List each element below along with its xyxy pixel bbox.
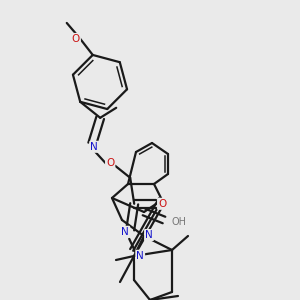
Text: N: N	[121, 227, 129, 237]
Text: N: N	[136, 251, 144, 261]
Text: O: O	[158, 199, 166, 209]
Text: OH: OH	[172, 217, 187, 227]
Text: O: O	[72, 34, 80, 44]
Text: O: O	[106, 158, 114, 168]
Text: N: N	[145, 230, 153, 240]
Text: N: N	[90, 142, 98, 152]
